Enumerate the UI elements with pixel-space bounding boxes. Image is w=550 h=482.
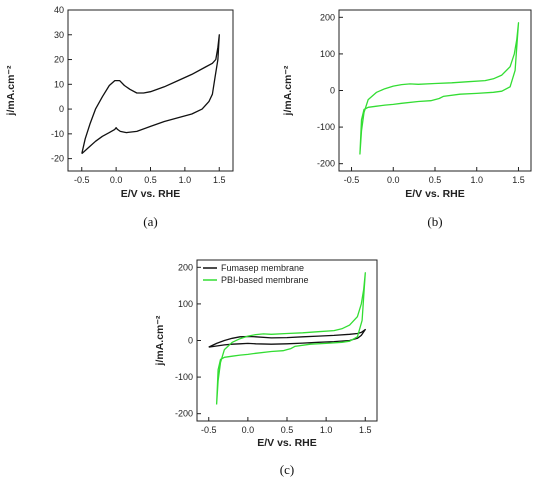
y-tick-label: 200 xyxy=(320,12,335,22)
x-tick-label: 1.5 xyxy=(359,425,372,435)
y-tick-label: -200 xyxy=(317,159,335,169)
series-line-2 xyxy=(215,272,366,405)
y-tick-label: -100 xyxy=(317,122,335,132)
x-tick-label: 0.0 xyxy=(387,175,400,185)
y-tick-label: 20 xyxy=(54,55,64,65)
plot-frame xyxy=(67,9,234,172)
x-tick-label: 0.5 xyxy=(429,175,442,185)
x-tick-label: 1.0 xyxy=(320,425,333,435)
x-tick-label: 1.5 xyxy=(512,175,525,185)
x-tick-label: 0.5 xyxy=(281,425,294,435)
x-tick-label: 0.5 xyxy=(144,175,157,185)
panel-label: (c) xyxy=(280,462,294,477)
y-tick-label: 0 xyxy=(59,104,64,114)
y-axis-title: j/mA.cm⁻² xyxy=(5,65,17,116)
y-tick-label: -20 xyxy=(51,154,64,164)
x-tick-label: -0.5 xyxy=(74,175,90,185)
y-tick-label: 100 xyxy=(320,49,335,59)
y-tick-label: -10 xyxy=(51,129,64,139)
y-tick-label: 0 xyxy=(188,336,193,346)
chart-panel-3: -0.5 0.0 0.5 1.0 1.5 -200 -100 0 100 200 E/V vs. R… xyxy=(154,259,378,477)
x-axis-title: E/V vs. RHE xyxy=(405,188,465,200)
chart-panel-1: -0.5 0.0 0.5 1.0 1.5 -20 -10 0 10 20 30 40 E/V vs. R… xyxy=(5,5,234,229)
x-tick-label: 1.0 xyxy=(179,175,192,185)
y-tick-label: 10 xyxy=(54,79,64,89)
y-tick-label: 100 xyxy=(178,299,193,309)
y-axis-title: j/mA.cm⁻² xyxy=(154,315,166,366)
series-line-1 xyxy=(208,328,366,348)
x-tick-label: 0.0 xyxy=(242,425,255,435)
series-line-1 xyxy=(81,34,220,155)
x-tick-label: -0.5 xyxy=(344,175,360,185)
y-tick-label: 200 xyxy=(178,262,193,272)
panel-label: (a) xyxy=(143,214,157,229)
x-tick-label: 1.0 xyxy=(470,175,483,185)
y-axis-title: j/mA.cm⁻² xyxy=(282,65,294,116)
x-tick-label: 0.0 xyxy=(110,175,123,185)
x-axis-title: E/V vs. RHE xyxy=(257,437,317,449)
panel-label: (b) xyxy=(427,214,442,229)
y-tick-label: 40 xyxy=(54,5,64,15)
chart-panel-2: -0.5 0.0 0.5 1.0 1.5 -200 -100 0 100 200 E/V vs. R… xyxy=(282,9,532,229)
x-tick-label: 1.5 xyxy=(213,175,226,185)
x-axis-title: E/V vs. RHE xyxy=(121,188,181,200)
y-tick-label: -200 xyxy=(175,409,193,419)
series-line-1 xyxy=(359,22,520,155)
legend-label-2: PBI-based membrane xyxy=(221,275,309,285)
legend: Fumasep membrane PBI-based membrane xyxy=(203,263,309,285)
legend-label-1: Fumasep membrane xyxy=(221,263,304,273)
x-tick-label: -0.5 xyxy=(201,425,217,435)
y-tick-label: 0 xyxy=(330,86,335,96)
y-tick-label: 30 xyxy=(54,30,64,40)
y-tick-label: -100 xyxy=(175,372,193,382)
